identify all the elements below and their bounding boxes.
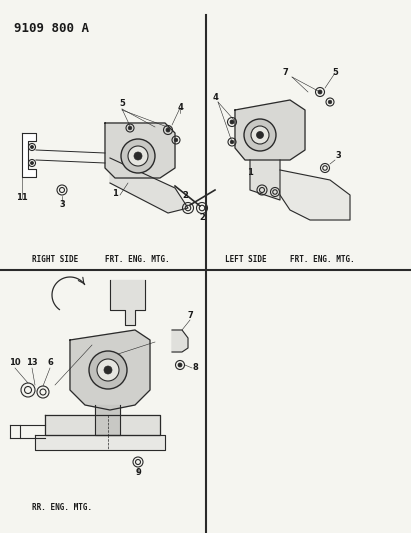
Circle shape xyxy=(178,363,182,367)
Circle shape xyxy=(30,161,34,165)
Circle shape xyxy=(134,152,142,160)
Text: 13: 13 xyxy=(26,358,38,367)
Text: 3: 3 xyxy=(335,151,341,160)
Circle shape xyxy=(174,138,178,142)
Text: LEFT SIDE: LEFT SIDE xyxy=(225,255,267,264)
Text: 10: 10 xyxy=(9,358,21,367)
Circle shape xyxy=(89,351,127,389)
Text: 7: 7 xyxy=(282,68,288,77)
Polygon shape xyxy=(235,100,305,160)
Text: 3: 3 xyxy=(59,200,65,209)
Circle shape xyxy=(128,146,148,166)
Circle shape xyxy=(318,90,322,94)
Text: 6: 6 xyxy=(47,358,53,367)
Polygon shape xyxy=(110,158,188,213)
Circle shape xyxy=(128,126,132,130)
Text: 11: 11 xyxy=(16,193,28,202)
Circle shape xyxy=(121,139,155,173)
Polygon shape xyxy=(110,280,145,325)
Circle shape xyxy=(256,132,263,139)
Polygon shape xyxy=(95,405,120,435)
Text: RIGHT SIDE: RIGHT SIDE xyxy=(32,255,78,264)
Polygon shape xyxy=(45,415,160,435)
Text: 1: 1 xyxy=(247,168,253,177)
Text: 8: 8 xyxy=(192,363,198,372)
Text: FRT. ENG. MTG.: FRT. ENG. MTG. xyxy=(105,255,170,264)
Text: 9109 800 A: 9109 800 A xyxy=(14,22,89,35)
Circle shape xyxy=(30,146,34,149)
Circle shape xyxy=(166,128,170,132)
Text: 7: 7 xyxy=(187,311,193,320)
Circle shape xyxy=(244,119,276,151)
Polygon shape xyxy=(280,170,350,220)
Text: 2: 2 xyxy=(199,213,205,222)
Circle shape xyxy=(328,100,332,104)
Text: 4: 4 xyxy=(177,103,183,112)
Text: 4: 4 xyxy=(212,93,218,102)
Circle shape xyxy=(230,120,234,124)
Polygon shape xyxy=(250,160,280,200)
Polygon shape xyxy=(70,330,150,410)
Circle shape xyxy=(97,359,119,381)
Polygon shape xyxy=(172,330,188,352)
Text: 5: 5 xyxy=(332,68,338,77)
Text: 5: 5 xyxy=(119,99,125,108)
Text: 1: 1 xyxy=(112,189,118,198)
Polygon shape xyxy=(35,435,165,450)
Text: 2: 2 xyxy=(182,191,188,200)
Circle shape xyxy=(104,366,112,374)
Polygon shape xyxy=(105,123,175,178)
Circle shape xyxy=(251,126,269,144)
Text: FRT. ENG. MTG.: FRT. ENG. MTG. xyxy=(290,255,355,264)
Text: RR. ENG. MTG.: RR. ENG. MTG. xyxy=(32,503,92,512)
Circle shape xyxy=(230,140,234,144)
Text: 9: 9 xyxy=(135,468,141,477)
Polygon shape xyxy=(22,133,36,177)
